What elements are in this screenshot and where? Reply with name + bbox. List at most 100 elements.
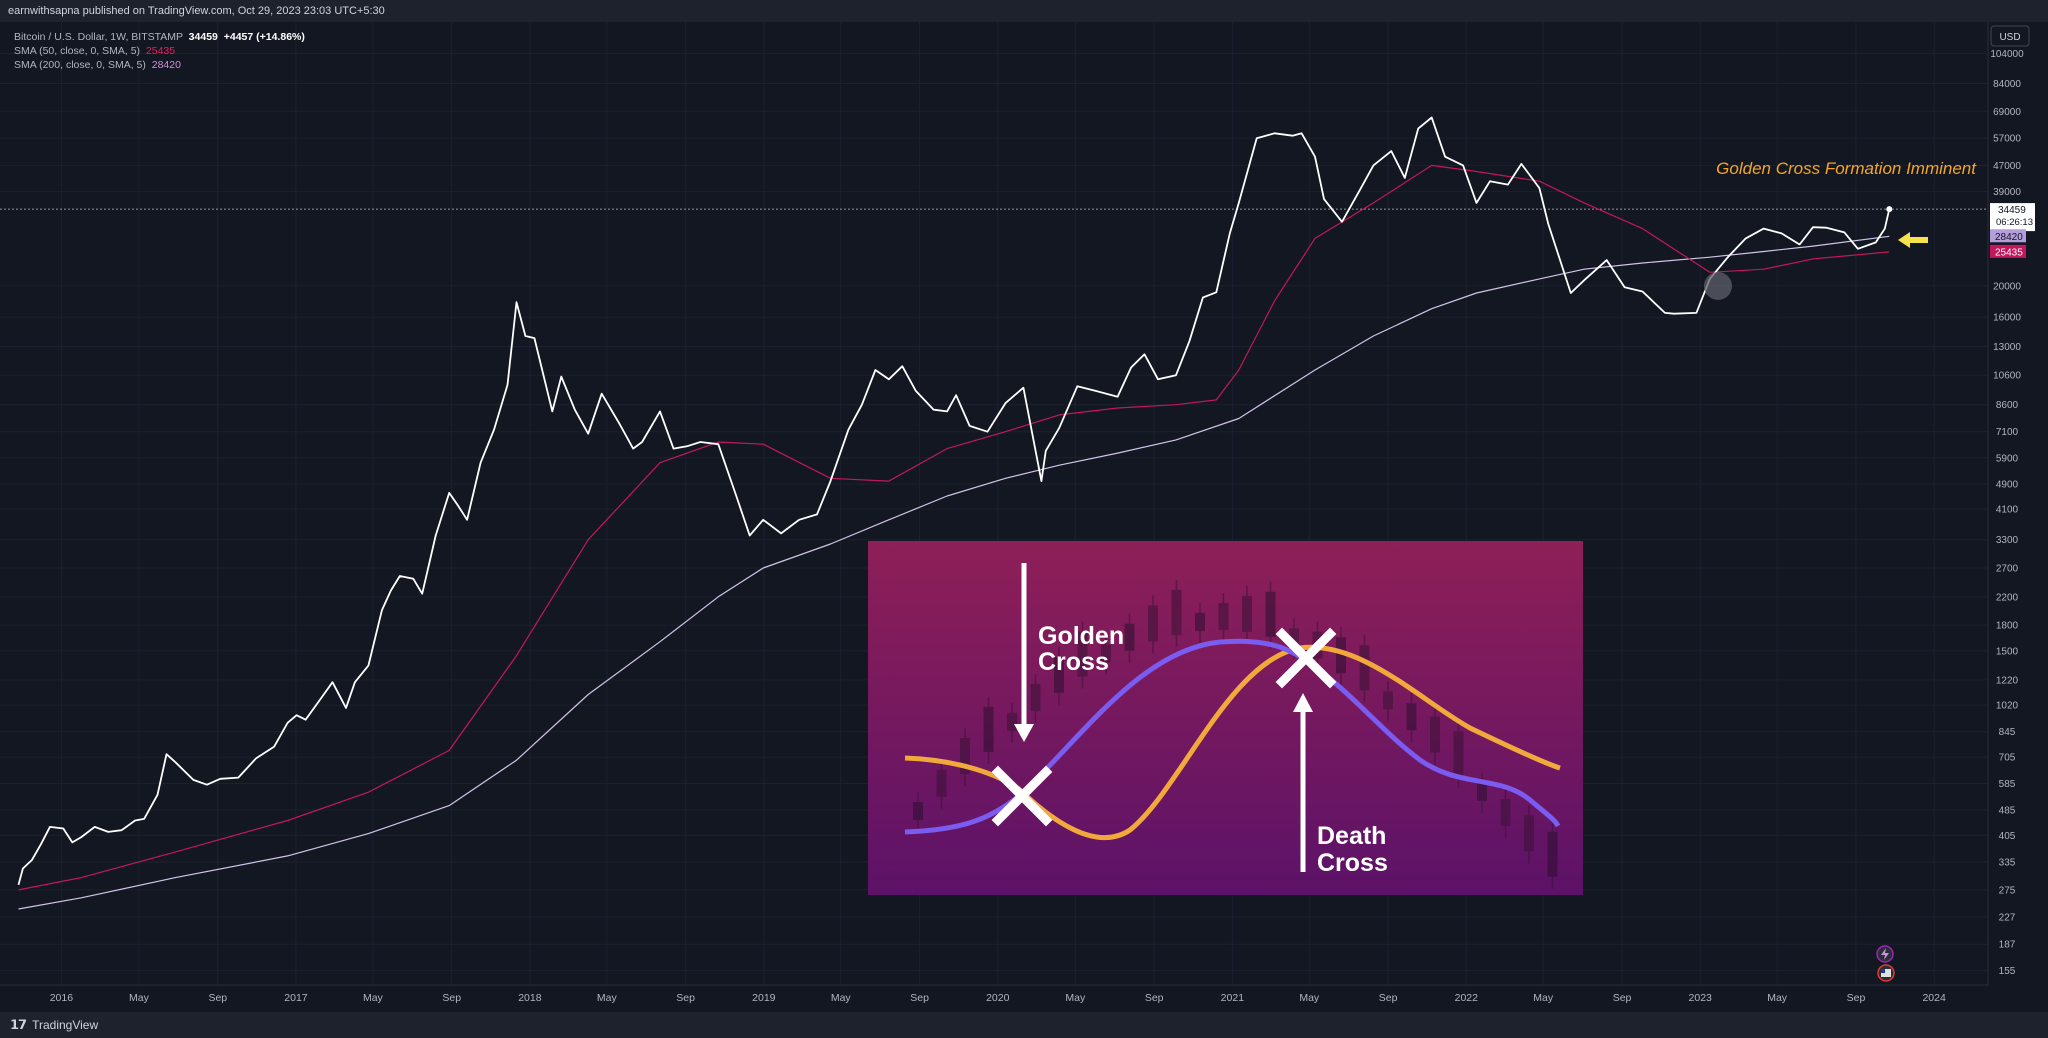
sma200-label: SMA (200, close, 0, SMA, 5) (14, 59, 146, 71)
x-tick-label: 2017 (284, 992, 308, 1004)
y-tick-label: 10600 (1993, 371, 2021, 382)
sma50-price-label: 25435 (1990, 244, 2026, 258)
publish-info-bar: earnwithsapna published on TradingView.c… (0, 0, 2048, 22)
x-tick-label: May (1065, 992, 1086, 1004)
legend-sma50-row: SMA (50, close, 0, SMA, 5) 25435 (14, 44, 305, 58)
y-tick-label: 2200 (1996, 592, 2019, 603)
y-tick-label: 585 (1999, 779, 2016, 790)
price-line (17, 116, 1891, 886)
x-tick-label: Sep (208, 992, 227, 1004)
y-tick-label: 39000 (1993, 187, 2021, 198)
inset-candle-body (1500, 798, 1511, 826)
gray-dot-marker (1704, 272, 1732, 300)
x-tick-label: Sep (1145, 992, 1164, 1004)
x-tick-label: 2022 (1455, 992, 1479, 1004)
inset-candle-body (983, 706, 994, 752)
x-tick-label: 2024 (1922, 992, 1946, 1004)
inset-candle-body (1124, 623, 1135, 651)
golden-label-line1: Golden (1038, 622, 1124, 650)
inset-candle-body (1547, 831, 1558, 877)
sma200-axis-value: 28420 (1995, 232, 2023, 243)
y-tick-label: 1800 (1996, 621, 2019, 632)
sma200-value: 28420 (151, 59, 181, 71)
x-tick-label: May (129, 992, 150, 1004)
time-axis[interactable]: 2016 May Sep 2017 May Sep 2018 May Sep 2019 May Sep… (50, 992, 1946, 1004)
chart-legend[interactable]: Bitcoin / U.S. Dollar, 1W, BITSTAMP 3445… (14, 30, 305, 72)
currency-badge[interactable]: USD (1990, 25, 2030, 47)
inset-candle-body (1265, 591, 1276, 637)
y-tick-label: 2700 (1996, 563, 2019, 574)
golden-label-line2: Cross (1038, 648, 1109, 676)
y-tick-label: 4900 (1996, 479, 2019, 490)
inset-candle-body (1007, 712, 1017, 731)
x-tick-label: 2018 (518, 992, 542, 1004)
y-tick-label: 155 (1999, 966, 2016, 977)
inset-candle-body (1430, 716, 1440, 753)
inset-candle-body (1336, 637, 1346, 674)
inset-candle-body (1524, 815, 1534, 852)
inset-candle-body (1195, 613, 1205, 632)
price-axis[interactable]: 104000 84000 69000 57000 47000 39000 20000 1600… (1990, 49, 2024, 977)
brand-name: TradingView (32, 1018, 99, 1032)
inset-candle-body (1101, 644, 1111, 663)
y-tick-label: 1500 (1996, 646, 2019, 657)
x-tick-label: May (1299, 992, 1320, 1004)
sma50-line (18, 164, 1890, 891)
death-label-line2: Cross (1317, 849, 1388, 877)
currency-label: USD (1999, 32, 2020, 43)
last-price-dot (1886, 206, 1893, 213)
tradingview-logo-icon: 𝟭𝟳 (10, 1017, 27, 1032)
y-tick-label: 7100 (1996, 427, 2019, 438)
series-group (17, 116, 1891, 910)
inset-candle-body (1477, 782, 1487, 801)
sma50-axis-value: 25435 (1995, 247, 2023, 258)
y-tick-label: 227 (1999, 912, 2016, 923)
y-tick-label: 69000 (1993, 107, 2021, 118)
x-tick-label: 2016 (50, 992, 74, 1004)
y-tick-label: 1020 (1996, 701, 2019, 712)
yellow-arrow-icon (1898, 232, 1928, 248)
x-tick-label: Sep (1847, 992, 1866, 1004)
y-tick-label: 275 (1999, 885, 2016, 896)
x-tick-label: 2021 (1221, 992, 1245, 1004)
flag-icon[interactable] (1877, 964, 1895, 982)
inset-candle-body (1171, 589, 1182, 635)
x-tick-label: Sep (1379, 992, 1398, 1004)
inset-candle-body (1030, 684, 1041, 712)
y-tick-label: 335 (1999, 858, 2016, 869)
x-tick-label: Sep (910, 992, 929, 1004)
inset-candle-body (1453, 731, 1464, 777)
x-tick-label: May (1767, 992, 1788, 1004)
inset-candle-body (1054, 656, 1064, 693)
legend-sma200-row: SMA (200, close, 0, SMA, 5) 28420 (14, 58, 305, 72)
x-tick-label: Sep (1613, 992, 1632, 1004)
x-tick-label: May (831, 992, 852, 1004)
y-tick-label: 705 (1999, 753, 2016, 764)
inset-candle-body (1359, 645, 1370, 691)
y-tick-label: 1220 (1996, 675, 2019, 686)
inset-candle-body (1148, 605, 1158, 642)
inset-background (868, 541, 1583, 895)
lightning-icon[interactable] (1876, 945, 1894, 963)
publish-info: earnwithsapna published on TradingView.c… (8, 5, 385, 17)
inset-candle-body (1383, 691, 1393, 710)
last-price-value: 34459 (1998, 205, 2026, 216)
y-tick-label: 187 (1999, 940, 2016, 951)
golden-death-cross-inset: Golden Cross Death Cross (868, 541, 1583, 895)
symbol-name: Bitcoin / U.S. Dollar, 1W, BITSTAMP (14, 31, 183, 43)
y-tick-label: 5900 (1996, 453, 2019, 464)
y-tick-label: 84000 (1993, 79, 2021, 90)
tradingview-logo[interactable]: 𝟭𝟳 TradingView (10, 1012, 98, 1038)
golden-cross-x-icon (991, 765, 1053, 827)
x-tick-label: May (597, 992, 618, 1004)
y-tick-label: 47000 (1993, 161, 2021, 172)
inset-candle-body (936, 769, 947, 797)
inset-candle-body (1242, 595, 1252, 632)
x-tick-label: 2023 (1689, 992, 1713, 1004)
last-price-label: 34459 06:26:13 (1990, 203, 2035, 232)
y-tick-label: 4100 (1996, 505, 2019, 516)
sma50-value: 25435 (145, 45, 176, 57)
x-tick-label: 2019 (752, 992, 776, 1004)
